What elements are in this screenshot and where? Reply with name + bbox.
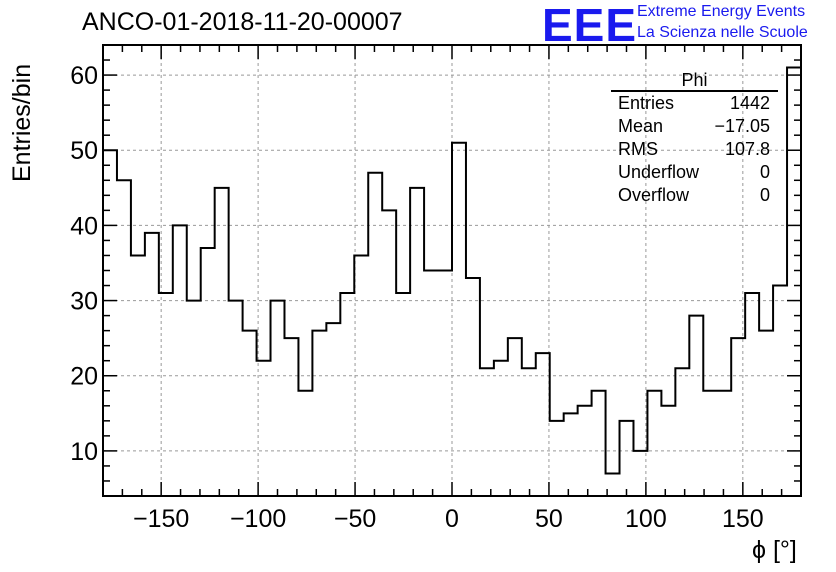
x-tick-label: −50 — [334, 505, 376, 533]
stats-row: Underflow 0 — [611, 161, 778, 184]
y-tick-label: 60 — [70, 62, 98, 90]
x-axis-label: ϕ [°] — [752, 536, 797, 565]
y-tick-label: 30 — [70, 288, 98, 316]
stats-value: 0 — [760, 161, 770, 184]
y-tick-label: 10 — [70, 438, 98, 466]
x-tick-label: 150 — [722, 505, 764, 533]
page-title: ANCO-01-2018-11-20-00007 — [82, 8, 403, 37]
stats-label: Entries — [618, 92, 674, 115]
stats-label: Underflow — [618, 161, 699, 184]
logo-caption-line2: La Scienza nelle Scuole — [637, 24, 808, 42]
x-tick-label: −150 — [133, 505, 189, 533]
logo-caption-line1: Extreme Energy Events — [637, 3, 805, 21]
x-tick-label: 50 — [535, 505, 563, 533]
x-tick-label: −100 — [230, 505, 286, 533]
stats-value: 1442 — [730, 92, 770, 115]
stats-value: −17.05 — [714, 115, 770, 138]
stats-row: Entries 1442 — [611, 92, 778, 115]
stats-label: RMS — [618, 138, 658, 161]
stats-label: Mean — [618, 115, 663, 138]
y-tick-label: 40 — [70, 212, 98, 240]
y-tick-label: 50 — [70, 137, 98, 165]
stats-value: 107.8 — [725, 138, 770, 161]
y-tick-label: 20 — [70, 363, 98, 391]
eee-logo: EEE — [542, 0, 637, 52]
stats-title: Phi — [611, 70, 778, 92]
stats-box: Phi Entries 1442 Mean −17.05 RMS 107.8 Unde… — [611, 70, 778, 207]
stats-value: 0 — [760, 184, 770, 207]
stats-row: Overflow 0 — [611, 184, 778, 207]
y-axis-label: Entries/bin — [8, 64, 37, 182]
stats-label: Overflow — [618, 184, 689, 207]
x-tick-label: 0 — [445, 505, 459, 533]
stats-row: RMS 107.8 — [611, 138, 778, 161]
x-tick-label: 100 — [625, 505, 667, 533]
stats-row: Mean −17.05 — [611, 115, 778, 138]
